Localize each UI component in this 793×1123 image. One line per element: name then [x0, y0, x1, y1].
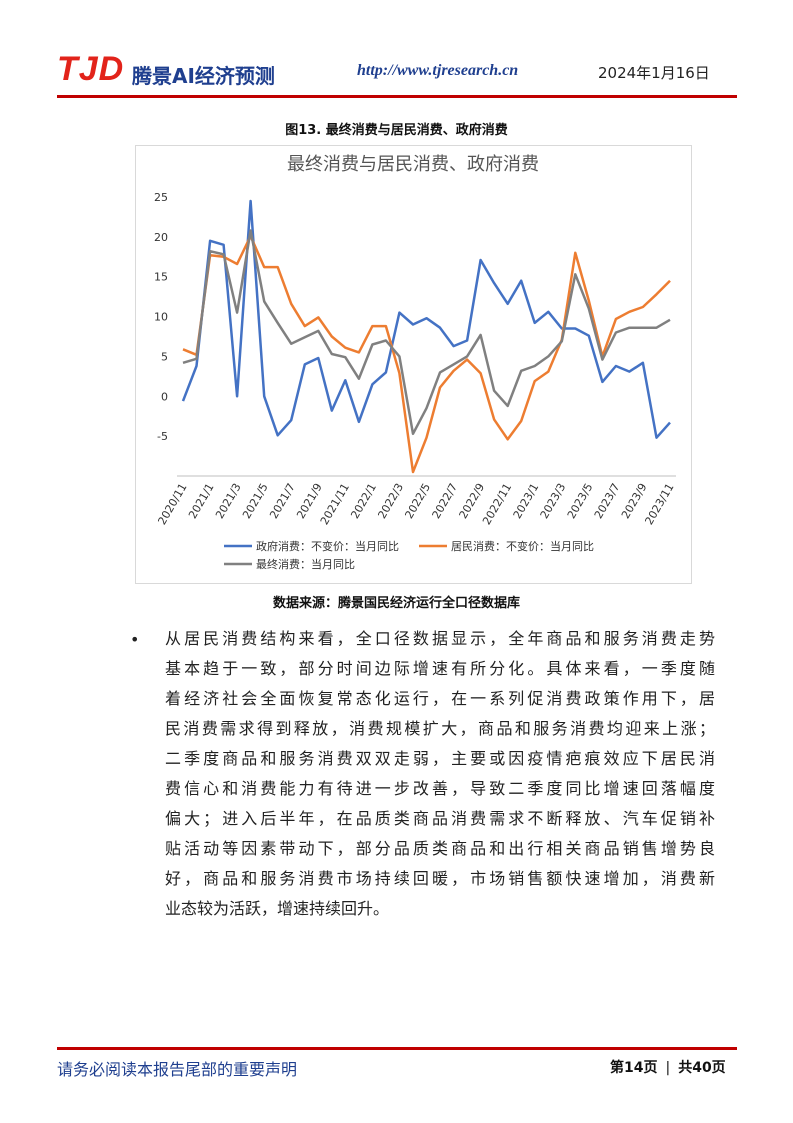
bullet: • — [130, 630, 140, 649]
legend-label: 居民消费：不变价：当月同比 — [451, 539, 594, 553]
y-tick-label: 0 — [161, 390, 168, 403]
header-rule — [57, 95, 737, 98]
page: 第14页 — [610, 1060, 658, 1076]
footer-notice: 请务必阅读本报告尾部的重要声明 — [57, 1060, 298, 1079]
series-line — [182, 229, 671, 436]
legend-label: 最终消费：当月同比 — [256, 557, 355, 571]
body-line: 从居民消费结构来看，全口径数据显示，全年商品和服务消费走势 — [165, 629, 715, 648]
y-tick-label: -5 — [157, 430, 168, 443]
legend-label: 政府消费：不变价：当月同比 — [256, 539, 399, 553]
chart: 最终消费与居民消费、政府消费 -505101520252020/112021/1… — [135, 145, 692, 584]
body-line: 业态较为活跃，增速持续回升。 — [165, 899, 390, 918]
body-line: 民消费需求得到释放，消费规模扩大，商品和服务消费均迎来上涨； — [165, 719, 715, 738]
body-line: 偏大；进入后半年，在品质类商品消费需求不断释放、汽车促销补 — [165, 809, 715, 828]
body-line: 基本趋于一致，部分时间边际增速有所分化。具体来看，一季度随 — [165, 659, 715, 678]
body-line: 着经济社会全面恢复常态化运行，在一系列促消费政策作用下，居 — [165, 689, 715, 708]
brand: 腾景AI经济预测 — [132, 64, 275, 88]
y-tick-label: 15 — [154, 271, 168, 284]
body-line: 好，商品和服务消费市场持续回暖，市场销售额快速增加，消费新 — [165, 869, 715, 888]
url[interactable]: http://www.tjresearch.cn — [357, 62, 519, 79]
body-text: 从居民消费结构来看，全口径数据显示，全年商品和服务消费走势 基本趋于一致，部分时间… — [165, 624, 715, 924]
figure-source: 数据来源：腾景国民经济运行全口径数据库 — [272, 596, 520, 611]
body-line: 贴活动等因素带动下，部分品质类商品和出行相关商品销售增势良 — [165, 839, 715, 858]
chart-title: 最终消费与居民消费、政府消费 — [287, 154, 539, 175]
y-tick-label: 10 — [154, 311, 168, 324]
footer-rule — [57, 1047, 737, 1050]
y-tick-label: 5 — [161, 350, 168, 363]
figure-caption: 图13. 最终消费与居民消费、政府消费 — [285, 123, 508, 138]
page-number: 第14页 | 共40页 — [610, 1057, 726, 1077]
series-line — [181, 199, 671, 439]
y-tick-label: 20 — [154, 231, 168, 244]
series-line — [182, 234, 671, 474]
total-pages: 共40页 — [678, 1060, 726, 1076]
logo: TJD — [57, 50, 125, 88]
body-line: 二季度商品和服务消费双双走弱，主要或因疫情疤痕效应下居民消 — [165, 749, 715, 768]
body-line: 费信心和消费能力有待进一步改善，导致二季度同比增速回落幅度 — [165, 779, 715, 798]
y-tick-label: 25 — [154, 191, 168, 204]
separator: | — [665, 1060, 671, 1076]
date: 2024年1月16日 — [598, 64, 710, 82]
x-tick-label: 2020/11 — [155, 481, 189, 527]
